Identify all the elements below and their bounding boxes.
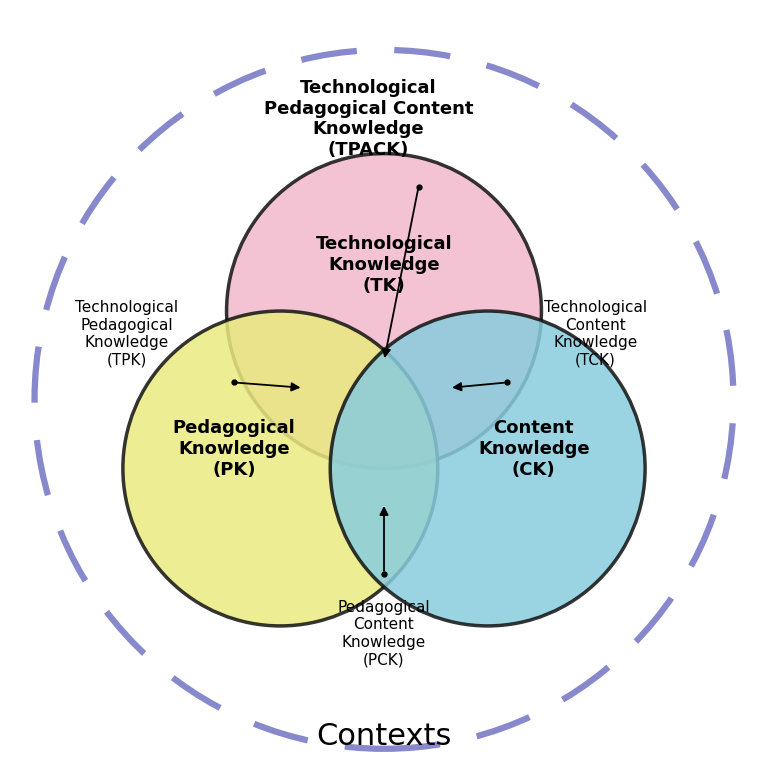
Text: Content
Knowledge
(CK): Content Knowledge (CK) <box>478 419 590 479</box>
Text: Contexts: Contexts <box>316 722 452 751</box>
Text: Technological
Pedagogical Content
Knowledge
(TPACK): Technological Pedagogical Content Knowle… <box>264 79 473 159</box>
Text: Technological
Pedagogical
Knowledge
(TPK): Technological Pedagogical Knowledge (TPK… <box>75 300 178 368</box>
Text: Pedagogical
Knowledge
(PK): Pedagogical Knowledge (PK) <box>173 419 296 479</box>
Text: Pedagogical
Content
Knowledge
(PCK): Pedagogical Content Knowledge (PCK) <box>338 600 430 667</box>
Circle shape <box>330 311 645 626</box>
Circle shape <box>227 154 541 468</box>
Text: Technological
Knowledge
(TK): Technological Knowledge (TK) <box>316 235 452 295</box>
Text: Technological
Content
Knowledge
(TCK): Technological Content Knowledge (TCK) <box>544 300 647 368</box>
Circle shape <box>123 311 438 626</box>
